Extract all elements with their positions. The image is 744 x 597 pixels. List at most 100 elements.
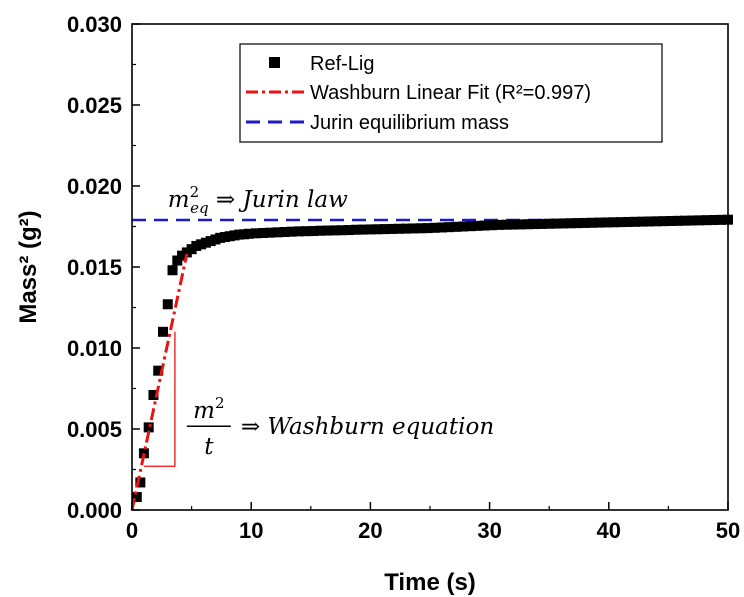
y-tick-label: 0.030	[67, 12, 122, 37]
data-point	[658, 216, 669, 227]
washburn-annotation: m2 t ⇒ Washburn equation	[186, 394, 494, 460]
washburn-equation-label: ⇒ Washburn equation	[241, 414, 494, 440]
data-point	[131, 492, 142, 503]
data-point	[479, 220, 490, 231]
data-point	[351, 224, 362, 235]
data-point	[365, 224, 376, 235]
data-point	[336, 225, 347, 236]
data-point	[579, 217, 590, 228]
data-point	[565, 218, 576, 229]
data-point	[537, 218, 548, 229]
data-point	[494, 219, 505, 230]
data-point	[694, 215, 705, 226]
legend-entry-ref-lig: Ref-Lig	[269, 53, 374, 75]
data-point	[715, 214, 726, 225]
legend-square-marker	[269, 57, 280, 68]
data-point	[415, 223, 426, 234]
data-point	[630, 216, 641, 227]
data-point	[379, 224, 390, 235]
y-tick-label: 0.010	[67, 336, 122, 361]
x-axis-title: Time (s)	[384, 569, 476, 596]
y-axis-title: Mass² (g²)	[15, 210, 42, 323]
jurin-superscript: 2	[190, 183, 200, 201]
data-point	[157, 326, 168, 337]
data-point	[408, 223, 419, 234]
data-point	[301, 226, 312, 237]
data-point	[551, 218, 562, 229]
data-point	[258, 227, 269, 238]
jurin-m: m	[168, 187, 190, 213]
data-point	[522, 219, 533, 230]
data-point	[444, 222, 455, 233]
data-point	[148, 389, 159, 400]
data-point	[680, 215, 691, 226]
legend-entry-jurin: Jurin equilibrium mass	[246, 112, 509, 134]
data-point	[708, 215, 719, 226]
data-point	[515, 219, 526, 230]
jurin-rest: ⇒ Jurin law	[209, 187, 348, 213]
data-point	[322, 225, 333, 236]
data-point	[601, 217, 612, 228]
data-point	[558, 218, 569, 229]
washburn-fit-line	[130, 253, 189, 511]
y-tick-label: 0.015	[67, 255, 122, 280]
data-point	[272, 227, 283, 238]
data-point	[701, 215, 712, 226]
data-point	[143, 422, 154, 433]
data-point	[372, 224, 383, 235]
data-point	[308, 226, 319, 237]
data-point	[572, 218, 583, 229]
y-tick-label: 0.000	[67, 498, 122, 523]
data-point	[436, 222, 447, 233]
y-tick-label: 0.020	[67, 174, 122, 199]
data-point	[608, 217, 619, 228]
y-tick-label: 0.005	[67, 417, 122, 442]
data-point	[544, 218, 555, 229]
data-point	[587, 217, 598, 228]
data-point	[672, 215, 683, 226]
washburn-denominator: t	[204, 434, 214, 460]
slope-triangle	[143, 331, 176, 467]
legend-label-ref-lig: Ref-Lig	[310, 53, 374, 75]
data-point	[594, 217, 605, 228]
data-point	[358, 224, 369, 235]
data-point	[501, 219, 512, 230]
data-point	[162, 299, 173, 310]
data-point	[508, 219, 519, 230]
legend-label-washburn-fit: Washburn Linear Fit (R²=0.997)	[310, 82, 591, 104]
data-point	[451, 221, 462, 232]
jurin-law-label: m2 eq ⇒ Jurin law	[168, 183, 348, 217]
data-point	[293, 226, 304, 237]
data-point	[486, 220, 497, 231]
data-point	[472, 220, 483, 231]
data-point	[279, 227, 290, 238]
washburn-numerator-sup: 2	[215, 394, 225, 412]
jurin-annotation: m2 eq ⇒ Jurin law	[168, 183, 348, 217]
axes: 0 10 20 30 40 50 0.000 0.005 0.010 0.015 0.020 0.02…	[15, 12, 740, 596]
data-point	[622, 216, 633, 227]
x-tick-label: 50	[716, 518, 740, 543]
legend-entry-washburn-fit: Washburn Linear Fit (R²=0.997)	[246, 82, 591, 104]
data-point	[386, 223, 397, 234]
plot-area	[130, 214, 733, 511]
x-tick-label: 20	[358, 518, 382, 543]
x-tick-label: 0	[126, 518, 138, 543]
data-point	[329, 225, 340, 236]
data-point	[687, 215, 698, 226]
data-point	[343, 225, 354, 236]
legend-label-jurin: Jurin equilibrium mass	[310, 112, 509, 134]
data-point	[243, 228, 254, 239]
data-point	[394, 223, 405, 234]
data-point	[135, 477, 146, 488]
data-point	[250, 228, 261, 239]
data-point	[401, 223, 412, 234]
x-tick-label: 40	[597, 518, 621, 543]
data-point	[286, 226, 297, 237]
washburn-numerator: m2	[193, 394, 224, 424]
data-point	[265, 227, 276, 238]
data-point	[615, 217, 626, 228]
data-point	[153, 365, 164, 376]
data-point	[458, 221, 469, 232]
data-point	[529, 219, 540, 230]
